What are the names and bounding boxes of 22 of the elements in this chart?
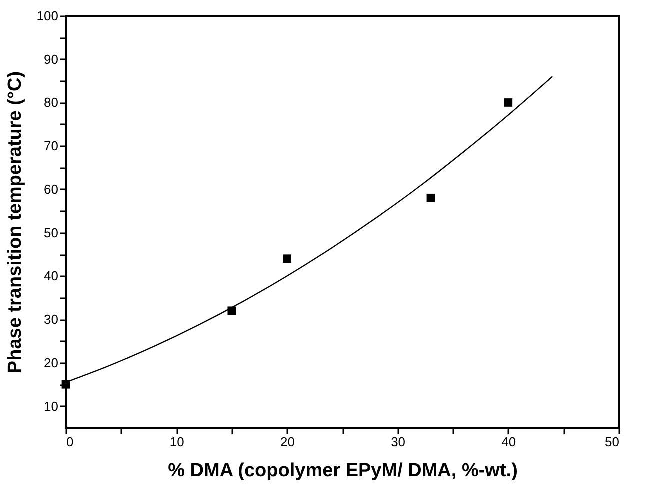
y-tick-label: 40 <box>44 268 58 284</box>
point <box>504 98 513 107</box>
y-tick-label: 30 <box>44 312 58 328</box>
y-tick-label: 60 <box>44 182 58 197</box>
x-tick-label: 50 <box>605 434 620 450</box>
x-tick-label: 30 <box>391 434 406 450</box>
point <box>426 194 436 202</box>
point <box>228 306 236 316</box>
y-tick-label: 100 <box>36 8 58 24</box>
y-axis-title: Phase transition temperature (°C) <box>4 71 26 374</box>
y-tick-label: 90 <box>44 52 58 67</box>
y-tick-label: 70 <box>44 138 58 154</box>
y-tick-label: 20 <box>44 355 58 370</box>
x-axis-title: % DMA (copolymer EPyM/ DMA, %-wt.) <box>168 460 518 482</box>
y-tick-label: 10 <box>44 398 58 414</box>
x-tick-label: 20 <box>280 434 295 450</box>
y-tick-label: 80 <box>44 95 58 110</box>
x-tick-label: 0 <box>66 434 74 450</box>
point <box>283 254 292 264</box>
y-tick-label: 50 <box>44 225 58 240</box>
x-tick-label: 10 <box>170 434 184 450</box>
x-tick-label: 40 <box>502 434 516 450</box>
